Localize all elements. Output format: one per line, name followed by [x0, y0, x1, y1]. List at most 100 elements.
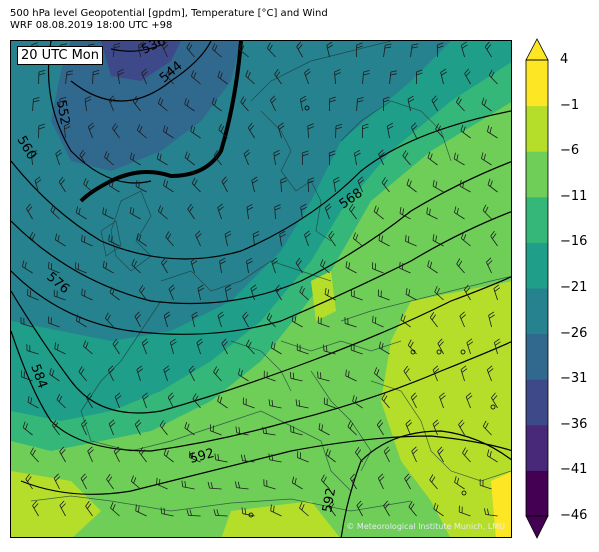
wind-barb	[20, 317, 33, 328]
wind-barb	[345, 369, 357, 382]
wind-barb	[371, 262, 384, 274]
wind-barb	[132, 96, 141, 112]
colorbar-tick-label: −36	[560, 416, 588, 432]
wind-barb	[416, 69, 423, 85]
wind-barb	[410, 122, 418, 139]
wind-barb	[246, 257, 253, 274]
wind-barb	[345, 261, 357, 274]
wind-barb	[356, 42, 363, 58]
wind-barb	[209, 424, 222, 436]
wind-barb	[212, 43, 222, 58]
wind-barb	[245, 339, 255, 355]
wind-barb	[167, 392, 175, 409]
colorbar-tick-label: −21	[560, 280, 588, 295]
wind-barb	[481, 152, 492, 166]
colorbar-band	[526, 196, 548, 243]
wind-barb	[245, 70, 255, 85]
contour-label: 592	[188, 446, 216, 467]
wind-barb	[131, 258, 141, 274]
wind-barb	[26, 344, 39, 355]
colorbar-frame	[525, 59, 549, 517]
wind-barb	[48, 261, 60, 274]
wind-barb	[266, 42, 276, 58]
wind-barb	[458, 419, 465, 436]
wind-barb	[378, 341, 390, 355]
wind-barb	[464, 68, 471, 85]
wind-barb	[20, 370, 33, 382]
wind-barb	[102, 207, 114, 220]
wind-barb	[52, 419, 60, 436]
wind-barb	[289, 371, 303, 382]
wind-barb	[25, 473, 33, 490]
wind-barb	[268, 453, 282, 463]
wind-barb	[378, 234, 390, 247]
wind-barb	[108, 179, 120, 193]
chart-title-line2: WRF 08.08.2019 18:00 UTC +98	[10, 20, 173, 31]
wind-barb	[402, 150, 411, 166]
wind-barb	[138, 284, 147, 301]
wind-barb	[184, 98, 195, 112]
wind-barb	[432, 419, 440, 436]
wind-barb	[459, 311, 467, 328]
wind-barb	[482, 420, 492, 436]
wind-barb	[405, 234, 417, 247]
coastlines	[30, 41, 511, 512]
wind-barb	[136, 124, 147, 139]
wind-barb	[197, 284, 205, 301]
wind-barb	[263, 479, 276, 490]
wind-barb	[26, 203, 33, 220]
wind-barb	[479, 478, 492, 490]
wind-barb	[484, 508, 498, 517]
wind-barb	[271, 257, 278, 274]
wind-barb	[22, 421, 33, 436]
wind-barb	[65, 70, 74, 85]
wind-barb	[38, 69, 46, 85]
wind-barb	[320, 259, 330, 274]
wind-barb	[317, 316, 330, 328]
wind-barb	[274, 284, 282, 301]
wind-barb	[242, 311, 249, 328]
wind-barb	[460, 365, 468, 382]
wind-barb	[324, 203, 332, 220]
wind-barb	[112, 338, 120, 355]
colorbar-tick-label: −16	[560, 234, 588, 250]
wind-barb	[440, 68, 447, 85]
wind-barb	[296, 41, 303, 58]
wind-barb	[213, 366, 222, 382]
weather-map[interactable]: 536 544 552 560 568 576 584 592 592 20 U…	[10, 40, 512, 538]
colorbar-tick-label: −46	[560, 508, 588, 523]
wind-barb	[218, 123, 228, 139]
wind-barb	[113, 446, 121, 463]
wind-barb	[318, 423, 330, 436]
wind-barb	[135, 504, 147, 517]
wind-barb	[487, 125, 498, 139]
wind-barb	[307, 177, 315, 193]
wind-barb	[437, 446, 444, 463]
wind-barb	[191, 311, 199, 328]
wind-barb	[274, 204, 281, 220]
geopotential-contours	[11, 41, 511, 537]
wind-barb	[27, 396, 39, 409]
wind-barb	[54, 342, 66, 355]
wind-barb	[81, 234, 93, 247]
wind-barb	[481, 97, 492, 112]
wind-barb	[323, 344, 336, 355]
wind-barb	[376, 419, 384, 436]
wind-barb	[347, 420, 357, 436]
wind-barb	[344, 317, 357, 328]
wind-barb	[437, 338, 444, 355]
wind-barb	[234, 481, 249, 490]
wind-barb	[373, 205, 384, 220]
wind-barb	[135, 180, 147, 193]
wind-barb	[190, 70, 201, 85]
wind-barb	[356, 97, 364, 112]
wind-barb	[186, 42, 195, 58]
wind-barb	[108, 234, 120, 247]
wind-barb	[459, 179, 471, 193]
wind-barb	[22, 260, 33, 274]
wind-barb	[130, 475, 141, 490]
wind-barb	[159, 420, 168, 436]
wind-barb	[117, 68, 125, 85]
wind-barb	[196, 338, 204, 355]
wind-barb	[56, 393, 66, 409]
